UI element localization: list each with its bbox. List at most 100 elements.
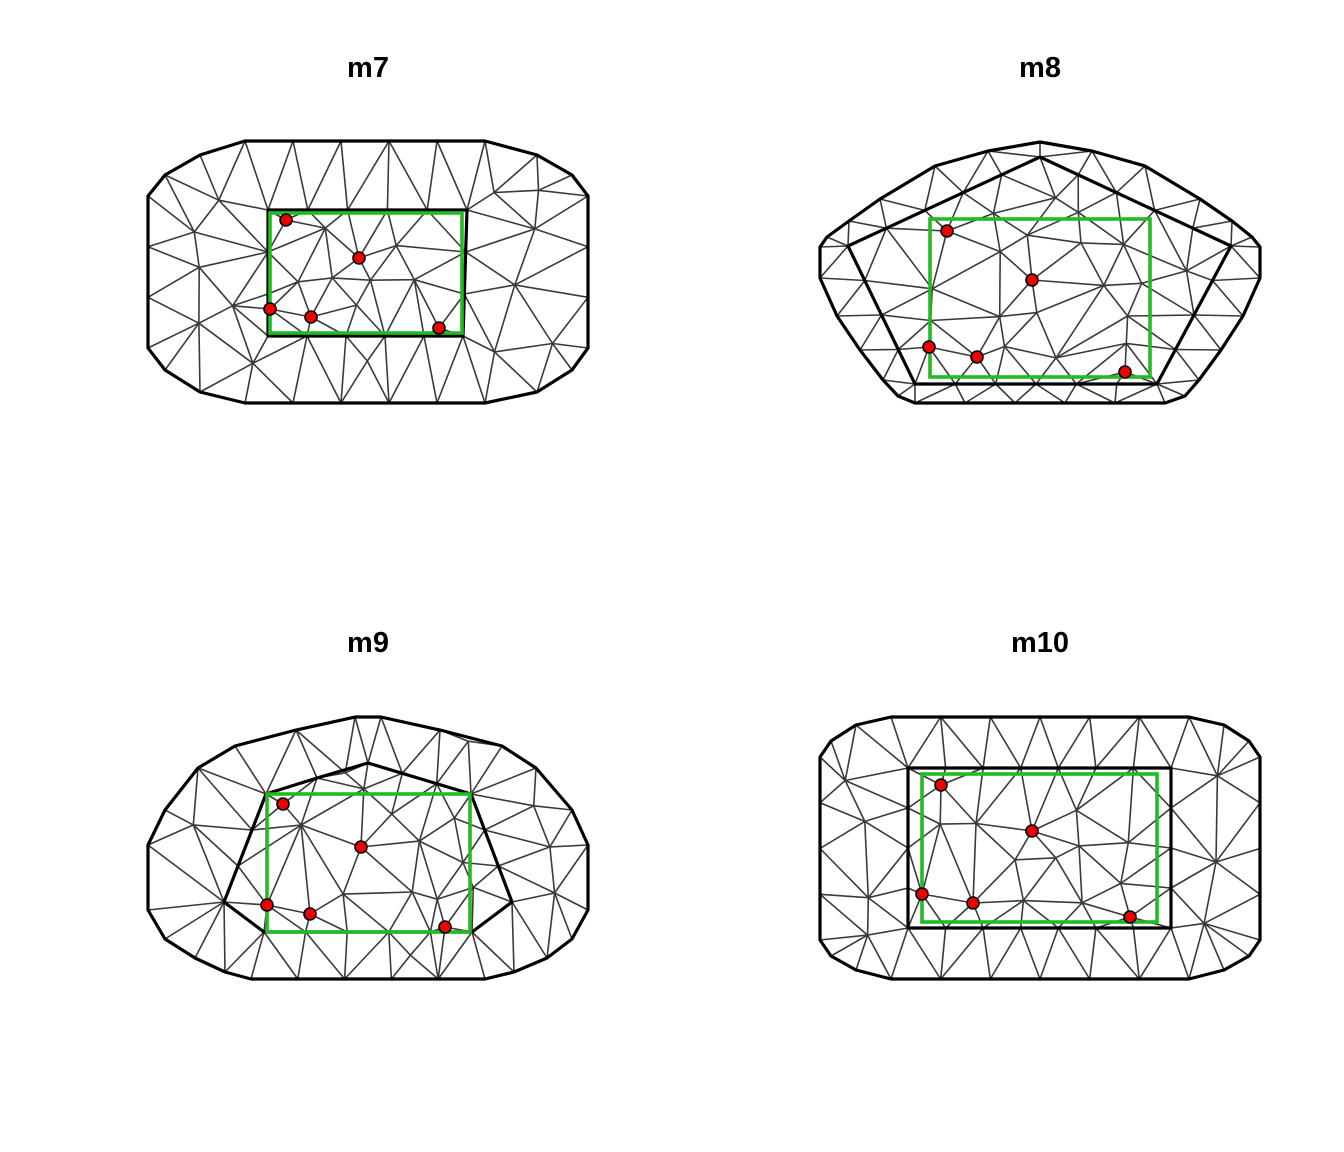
mesh-edge [830,934,868,957]
mesh-edge [1026,235,1033,281]
mesh-edge [819,893,869,936]
mesh-edge [419,840,464,864]
data-point [354,840,368,854]
mesh-edge [1055,357,1077,385]
mesh-edge [993,197,1056,215]
mesh-edge [940,927,984,980]
mesh-edge [1192,198,1201,229]
mesh-edge [972,859,1016,904]
mesh-edge [881,314,931,322]
mesh-edge [194,231,269,253]
data-point [279,213,293,227]
mesh-edge [1144,165,1156,211]
mesh-edge [554,892,589,911]
panel-title: m8 [1019,52,1061,84]
mesh-edge [549,844,589,848]
mesh-edge [470,793,534,807]
inner-boundary [266,208,469,338]
mesh-edge [1125,342,1158,385]
mesh-edge [411,891,438,900]
mesh-edge [989,716,1022,769]
mesh-edge [471,931,515,973]
mesh-edge [218,199,269,211]
mesh-edge [358,209,389,259]
mesh-edge [1088,716,1097,769]
mesh-edge [1203,923,1225,971]
mesh-edge [1057,902,1083,929]
mesh-edge [1036,312,1057,359]
mesh-edge [493,191,536,230]
mesh-edge [819,277,865,282]
mesh-edge [164,174,220,201]
mesh-edge [413,251,467,281]
mesh-edge [1138,927,1172,980]
mesh-edge [269,308,312,318]
mesh-edge [465,228,536,253]
mesh-edge [1126,282,1143,317]
inner-boundary [906,766,1173,930]
mesh-edge [1001,174,1056,199]
mesh-edge [867,897,909,929]
mesh-edge [1230,245,1261,248]
mesh-edge [343,891,413,895]
mesh-edge [360,840,420,848]
mesh-edge [300,824,311,915]
mesh-edge [493,154,538,194]
mesh-edge [367,716,382,764]
mesh-edge [344,772,365,790]
mesh-edge [1077,150,1093,176]
panel-title: m9 [347,627,389,659]
mesh-edge [532,805,551,848]
mesh-edge [514,245,589,286]
mesh-edge [864,820,909,849]
mesh-edge [198,322,254,364]
data-point [303,907,317,921]
mesh-edge [934,165,964,194]
mesh-edge [1230,220,1233,247]
mesh-edge [1075,810,1080,846]
mesh-edge [413,279,440,329]
data-point [432,321,446,335]
mesh-edge [549,809,573,848]
mesh-edge [533,805,573,811]
mesh-edge [989,927,1022,980]
mesh-edge [147,195,195,233]
mesh-edge [534,195,589,230]
mesh-edge [998,316,1006,347]
mesh-edge [231,251,269,307]
mesh-edge [885,227,933,290]
mesh-edge [1103,284,1129,317]
data-points [263,213,446,335]
mesh-edge [484,140,495,193]
mesh-edge [470,767,537,795]
mesh-edge [369,245,397,281]
mesh-edge [992,174,1003,214]
mesh-edge [1138,716,1172,769]
mesh-edge [465,251,516,286]
mesh-edge [426,209,467,253]
mesh-edge [462,335,495,353]
mesh-edge [921,823,941,895]
mesh-edge [1203,861,1217,924]
mesh-edge [1156,379,1200,385]
mesh-edge [907,927,942,980]
mesh-edge [464,284,515,295]
mesh-edge [164,174,196,233]
data-point [352,251,366,265]
mesh-edge [1036,284,1105,314]
mesh-edge [147,844,225,903]
data-point [1025,273,1039,287]
mesh-edge [1019,716,1041,769]
mesh-edge [355,304,386,337]
mesh-edge [304,931,346,980]
mesh-edge [819,893,869,899]
mesh-edge [1215,847,1261,863]
mesh-edge [536,154,540,191]
mesh-edge [940,767,984,786]
data-point [1025,824,1039,838]
mesh-edge [536,343,554,393]
panel-m10: m10 [818,627,1262,981]
data-point [915,887,929,901]
mesh-edge [244,363,254,404]
mesh-edge [231,305,254,364]
